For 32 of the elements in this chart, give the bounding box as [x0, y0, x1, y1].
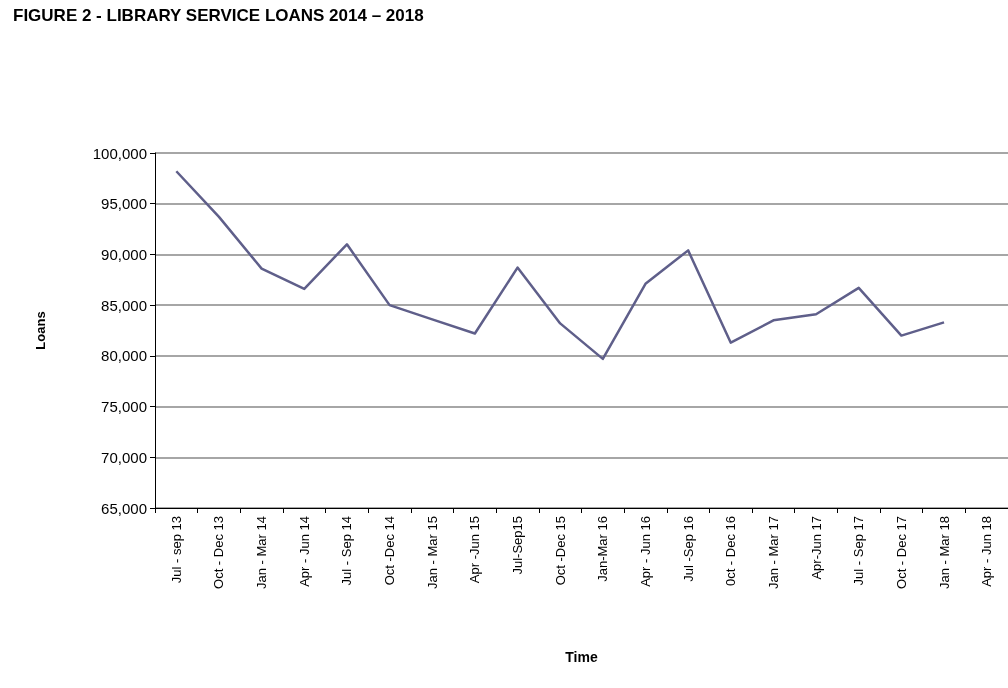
x-tick-label: Apr -Jun 15	[467, 516, 483, 584]
x-tick-label: Jul - Sep 17	[851, 516, 867, 586]
y-tick-label: 65,000	[101, 499, 147, 517]
x-tick-label: Jul - Sep 14	[339, 516, 355, 586]
y-tick-label: 100,000	[92, 144, 147, 162]
x-tick-label: Oct -Dec 14	[382, 516, 398, 586]
x-tick-label: Oct - Dec 13	[211, 516, 227, 589]
line-series	[175, 170, 946, 361]
chart-title: FIGURE 2 - LIBRARY SERVICE LOANS 2014 – 2018	[13, 6, 424, 25]
x-tick-label: 0ct - Dec 16	[723, 516, 739, 587]
y-tick-label: 70,000	[101, 448, 147, 466]
x-tick-label: Jan-Mar 16	[595, 516, 611, 582]
y-axis-title: Loans	[33, 311, 48, 350]
y-tick-label: 75,000	[101, 398, 147, 416]
x-tick-label: Apr-Jun 17	[808, 516, 824, 580]
x-tick-label: Jul - sep 13	[168, 516, 184, 584]
y-tick-label: 85,000	[101, 296, 147, 314]
x-tick-label: Jan - Mar 14	[254, 516, 270, 589]
x-tick-label: Jan - Mar 17	[765, 516, 781, 589]
x-tick-label: Jul -Sep 16	[680, 516, 696, 582]
x-tick-label: Jan - Mar 18	[936, 516, 952, 589]
x-tick-label: Apr - Jun 14	[296, 516, 312, 587]
x-tick-label: Oct -Dec 15	[552, 516, 568, 586]
x-axis-title: Time	[565, 649, 598, 665]
y-tick-label: 90,000	[101, 245, 147, 263]
x-tick-label: Jul-Sep15	[510, 516, 526, 575]
y-tick-label: 80,000	[101, 347, 147, 365]
x-tick-label: Oct - Dec 17	[893, 516, 909, 589]
y-tick-label: 95,000	[101, 195, 147, 213]
x-tick-label: Apr - Jun 16	[637, 516, 653, 587]
x-tick-label: Jan - Mar 15	[424, 516, 440, 589]
x-tick-label: Apr - Jun 18	[979, 516, 995, 587]
